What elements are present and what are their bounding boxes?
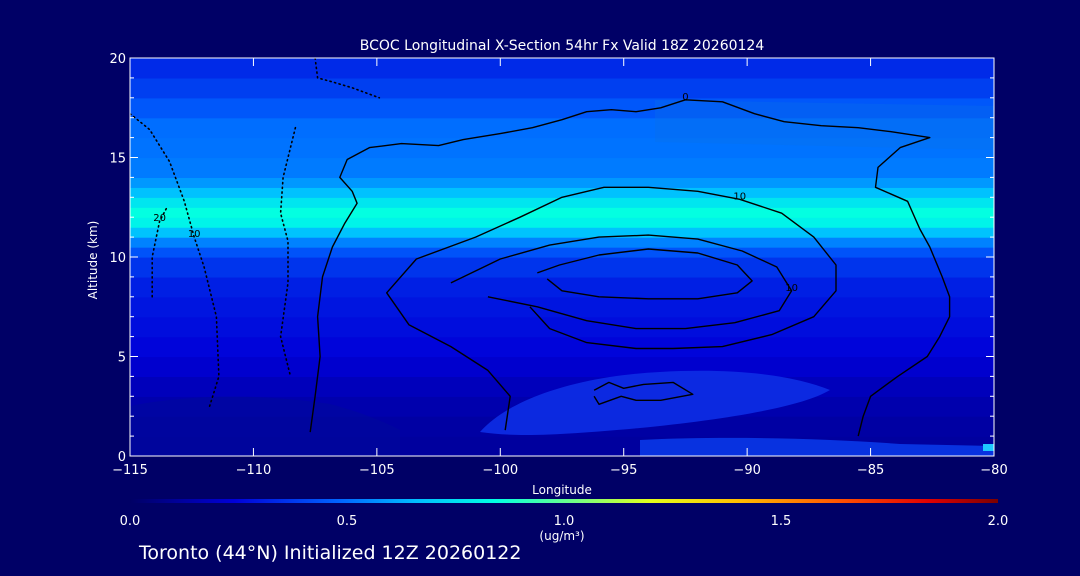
- x-tick-label: −105: [359, 463, 395, 478]
- contour-label: 10: [733, 191, 746, 202]
- contour-label: 10: [785, 283, 798, 294]
- field-patch-corner-cyan: [983, 444, 994, 451]
- y-tick-label: 0: [118, 450, 126, 465]
- contour-line: [537, 248, 753, 300]
- field-band: [130, 356, 994, 377]
- contour-label: 20: [153, 213, 166, 224]
- x-tick-label: −80: [980, 463, 1007, 478]
- field-patch-surface-west: [130, 396, 400, 456]
- plot-area: 0 10 10 10 20: [130, 58, 994, 456]
- y-tick-label: 20: [109, 52, 126, 67]
- contour-label: 0: [682, 92, 688, 103]
- field-band: [130, 77, 994, 99]
- field-band: [130, 217, 994, 228]
- field-band: [130, 247, 994, 258]
- chart-title: BCOC Longitudinal X-Section 54hr Fx Vali…: [360, 38, 765, 54]
- footer-initialization-text: Toronto (44°N) Initialized 12Z 20260122: [139, 542, 522, 564]
- field-band: [130, 137, 994, 159]
- colorbar: [130, 499, 998, 503]
- field-band: [130, 97, 994, 119]
- colorbar-tick-label: 2.0: [988, 514, 1009, 529]
- field-band: [130, 237, 994, 248]
- colorbar-ticks: 0.0 0.5 1.0 1.5 2.0: [120, 514, 1009, 529]
- field-patches: [130, 100, 994, 456]
- field-patch-surface-east: [640, 437, 994, 456]
- field-band: [130, 336, 994, 358]
- y-axis: 0 5 10 15 20: [109, 52, 994, 465]
- y-tick-label: 5: [118, 351, 126, 366]
- field-band: [130, 117, 994, 139]
- colorbar-tick-label: 0.5: [337, 514, 358, 529]
- contour-line: [450, 234, 793, 330]
- x-tick-label: −110: [236, 463, 272, 478]
- x-tick-label: −100: [482, 463, 518, 478]
- field-band: [130, 257, 994, 278]
- colorbar-tick-label: 1.0: [554, 514, 575, 529]
- field-band: [130, 227, 994, 238]
- y-tick-label: 10: [109, 251, 126, 266]
- colorbar-tick-label: 0.0: [120, 514, 141, 529]
- field-band: [130, 187, 994, 198]
- x-tick-label: −85: [857, 463, 884, 478]
- x-axis: −115 −110 −105 −100 −95 −90 −85 −80: [112, 58, 1008, 478]
- contour-line: [593, 381, 694, 405]
- x-tick-label: −95: [610, 463, 637, 478]
- field-band: [130, 58, 994, 79]
- field-band: [130, 197, 994, 208]
- contour-line: [314, 58, 381, 99]
- x-axis-label: Longitude: [532, 483, 592, 497]
- contour-line: [309, 99, 951, 437]
- field-band: [130, 157, 994, 178]
- field-band: [130, 276, 994, 298]
- contour-line: [279, 126, 297, 378]
- field-patch-upper-right: [655, 100, 994, 150]
- x-tick-label: −115: [112, 463, 148, 478]
- contour-line: [130, 112, 220, 410]
- y-axis-label: Altitude (km): [86, 221, 100, 300]
- y-tick-label: 15: [109, 152, 126, 167]
- field-patch-lower-plume: [480, 370, 830, 435]
- field-band: [130, 207, 994, 218]
- contour-line: [151, 206, 168, 298]
- contour-line: [386, 186, 837, 431]
- field-band: [130, 296, 994, 318]
- x-tick-label: −90: [733, 463, 760, 478]
- contour-label: 10: [188, 229, 201, 240]
- colorbar-unit-label: (ug/m³): [539, 529, 584, 543]
- contour-lines: 0 10 10 10 20: [130, 58, 951, 437]
- colorbar-tick-label: 1.5: [771, 514, 792, 529]
- field-band: [130, 316, 994, 338]
- field-band: [130, 177, 994, 188]
